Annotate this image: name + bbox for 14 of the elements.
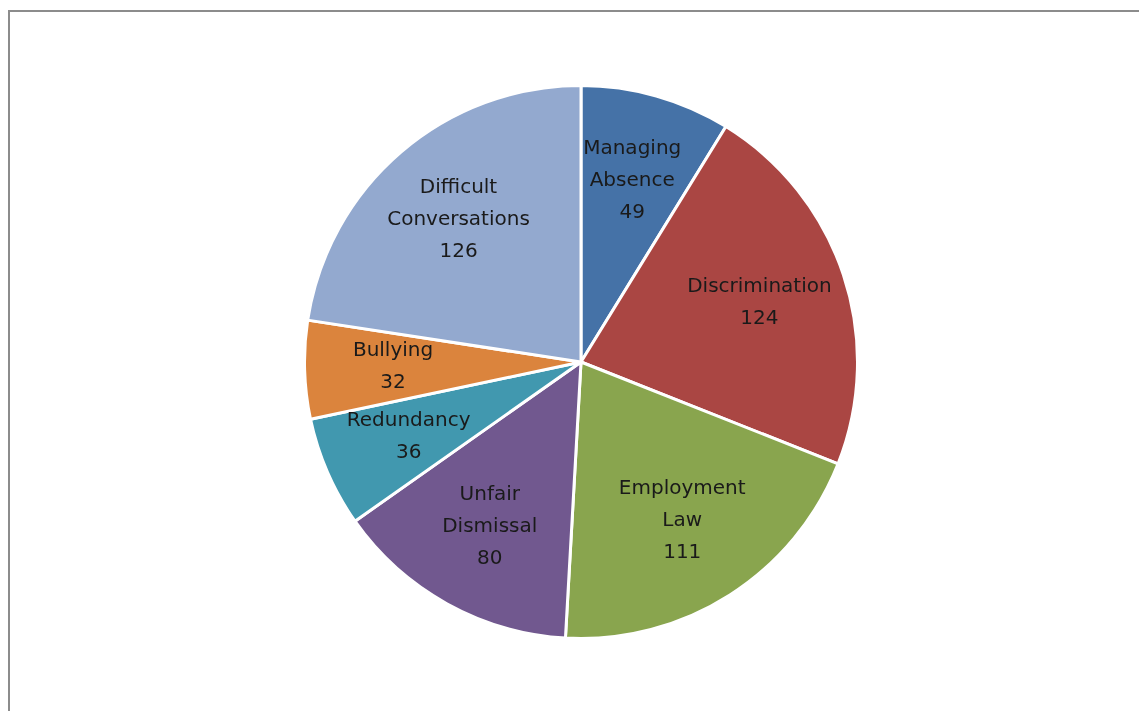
slice-label: Managing Absence [583,135,682,192]
data-label: 124 [740,304,779,329]
data-label: 32 [380,369,406,394]
data-label: 36 [395,439,422,464]
data-label: 111 [663,538,702,563]
slice-label: Unfair Dismissal [442,480,538,537]
slice-label: Difficult Conversations [387,173,530,230]
slice-label: Redundancy [346,407,471,432]
slice-label: Discrimination [687,272,832,297]
data-label: 49 [619,199,645,224]
slice-label: Bullying [352,337,434,362]
data-label: 80 [477,544,503,569]
slice-label: Employment Law [618,474,746,531]
data-label: 126 [439,237,478,262]
